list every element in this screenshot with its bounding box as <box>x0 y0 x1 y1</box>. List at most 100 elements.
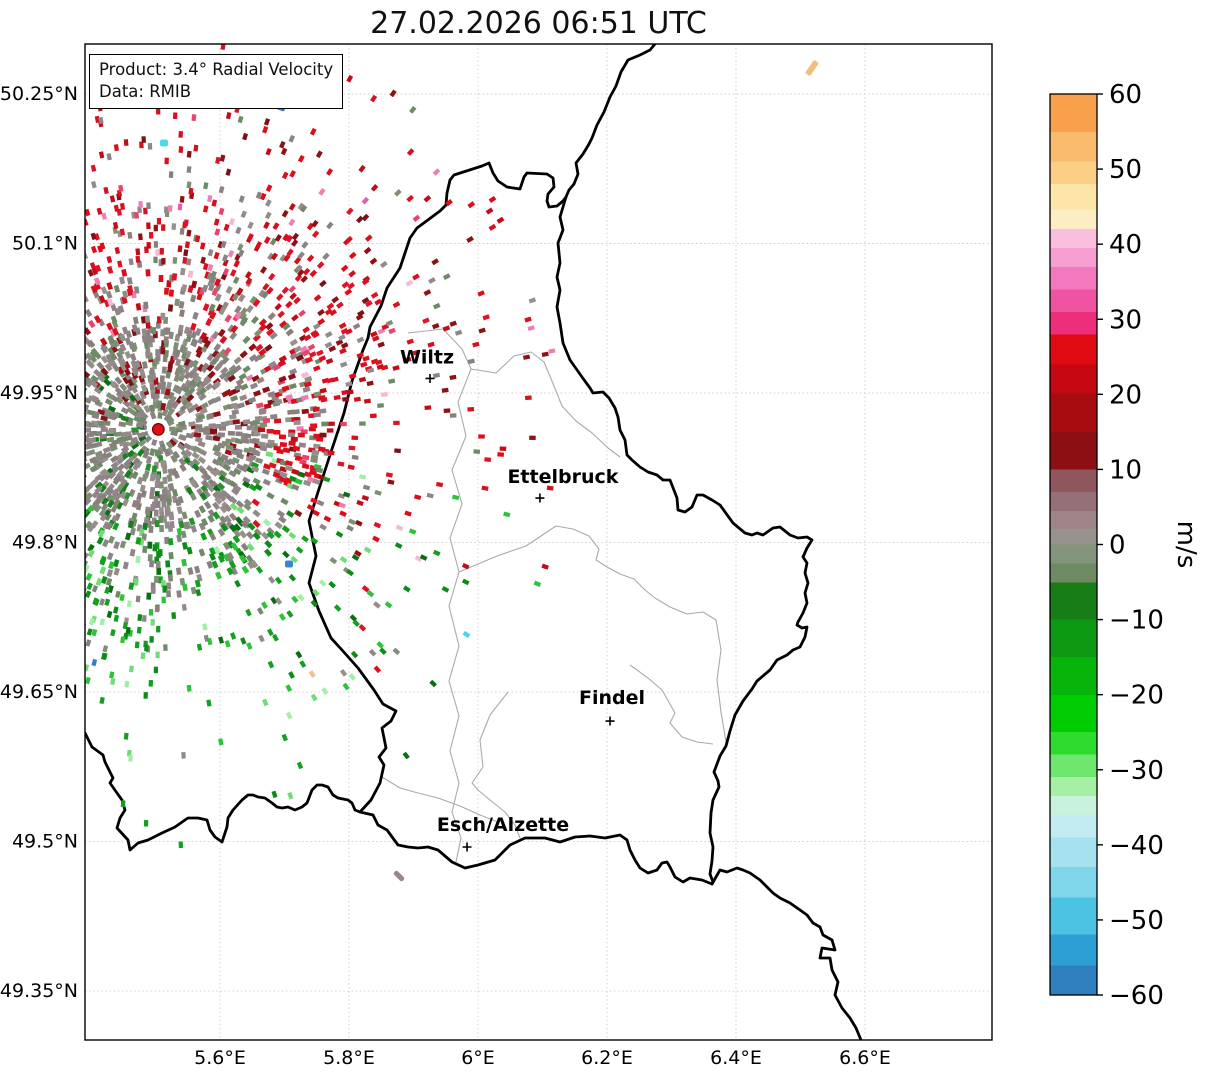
velocity-echo <box>200 532 208 541</box>
velocity-echo <box>128 754 133 762</box>
velocity-echo <box>209 532 217 541</box>
velocity-echo <box>114 376 123 385</box>
velocity-echo <box>395 524 404 531</box>
colorbar-tick-label: 50 <box>1109 155 1142 185</box>
velocity-echo <box>150 586 156 594</box>
velocity-echo <box>141 615 147 622</box>
velocity-echo <box>178 434 187 442</box>
velocity-echo <box>484 457 492 462</box>
velocity-echo <box>93 386 103 395</box>
velocity-echo <box>119 228 126 236</box>
velocity-echo <box>148 525 154 534</box>
velocity-echo <box>114 431 123 437</box>
velocity-echo <box>172 257 178 264</box>
velocity-echo <box>337 461 345 467</box>
velocity-echo <box>326 302 335 310</box>
velocity-echo <box>118 184 124 192</box>
velocity-echo <box>128 439 137 447</box>
velocity-echo <box>143 301 149 310</box>
velocity-echo <box>292 445 301 452</box>
velocity-echo <box>143 207 148 215</box>
velocity-echo <box>110 455 119 463</box>
velocity-echo <box>104 598 111 606</box>
velocity-echo <box>91 628 98 637</box>
velocity-echo <box>207 370 216 379</box>
velocity-echo <box>172 384 180 393</box>
city-marker-icon <box>425 373 435 383</box>
velocity-echo <box>161 258 166 265</box>
velocity-echo <box>146 592 152 600</box>
velocity-echo <box>311 230 320 239</box>
velocity-echo <box>329 308 338 317</box>
velocity-echo <box>151 326 157 335</box>
velocity-echo <box>76 264 83 272</box>
velocity-echo <box>173 374 181 383</box>
velocity-echo <box>114 246 121 255</box>
velocity-echo <box>347 464 355 470</box>
velocity-echo <box>251 498 260 507</box>
velocity-echo <box>177 442 186 451</box>
velocity-echo <box>87 269 94 277</box>
velocity-echo <box>106 552 114 561</box>
velocity-echo <box>228 413 237 420</box>
velocity-echo <box>144 315 151 323</box>
velocity-echo <box>155 474 161 482</box>
velocity-echo <box>134 211 140 219</box>
velocity-echo <box>291 483 300 491</box>
velocity-echo <box>319 387 327 394</box>
velocity-echo <box>481 485 489 491</box>
velocity-echo <box>160 381 167 389</box>
velocity-echo <box>228 469 237 478</box>
velocity-echo <box>106 255 113 264</box>
velocity-echo <box>198 393 207 401</box>
velocity-echo <box>252 298 261 308</box>
velocity-echo <box>350 650 359 659</box>
velocity-echo <box>160 347 166 355</box>
velocity-echo <box>215 303 224 313</box>
velocity-echo <box>363 398 371 404</box>
velocity-echo <box>197 363 205 372</box>
velocity-echo <box>212 484 222 494</box>
velocity-echo <box>306 254 315 263</box>
velocity-echo <box>184 350 192 359</box>
velocity-echo <box>355 313 364 321</box>
velocity-echo <box>168 171 174 179</box>
velocity-echo <box>200 256 206 265</box>
velocity-echo <box>316 349 324 357</box>
velocity-echo <box>190 381 198 390</box>
velocity-echo <box>118 439 127 447</box>
velocity-echo <box>224 449 233 456</box>
velocity-echo <box>376 641 384 649</box>
velocity-echo <box>85 676 91 685</box>
velocity-echo <box>312 478 321 485</box>
velocity-echo <box>104 586 111 595</box>
velocity-echo <box>298 442 307 448</box>
velocity-echo <box>165 440 174 450</box>
velocity-echo <box>262 518 272 527</box>
velocity-echo <box>178 457 187 466</box>
velocity-echo <box>245 554 254 563</box>
velocity-echo <box>286 234 294 243</box>
velocity-echo <box>213 395 222 404</box>
velocity-echo <box>348 251 357 260</box>
velocity-echo <box>121 326 129 335</box>
velocity-echo <box>190 524 198 533</box>
velocity-echo <box>198 505 206 514</box>
velocity-echo <box>75 254 82 262</box>
velocity-echo <box>158 481 164 489</box>
velocity-echo <box>182 521 190 530</box>
velocity-echo <box>99 242 106 250</box>
velocity-echo <box>120 636 126 644</box>
velocity-echo <box>111 327 120 336</box>
velocity-echo <box>309 269 318 278</box>
velocity-echo <box>265 322 274 331</box>
velocity-echo <box>132 316 139 325</box>
velocity-echo <box>75 455 83 462</box>
velocity-echo <box>261 468 270 476</box>
velocity-echo <box>103 472 112 481</box>
velocity-echo <box>373 601 381 609</box>
velocity-echo <box>339 556 348 564</box>
velocity-echo <box>288 440 296 447</box>
velocity-echo <box>114 492 122 501</box>
velocity-echo <box>171 223 177 230</box>
